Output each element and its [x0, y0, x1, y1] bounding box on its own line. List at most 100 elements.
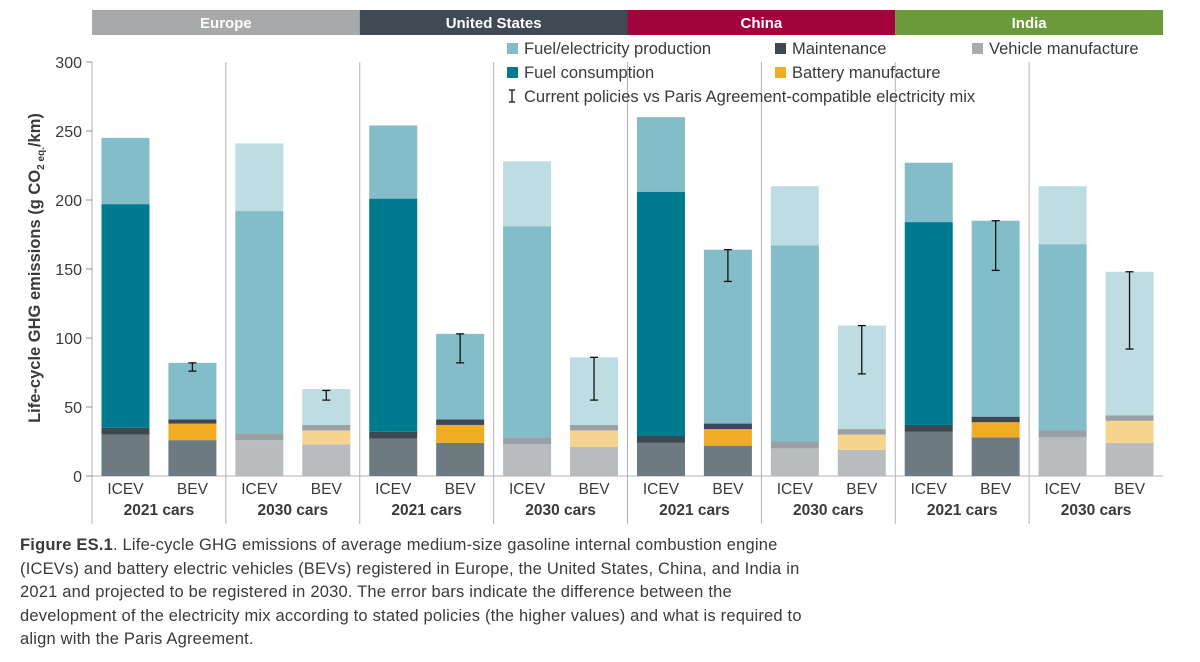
- legend-label-battery-manufacture: Battery manufacture: [792, 64, 941, 82]
- bar-segment-china-2030-bev-vehicle: [837, 449, 886, 476]
- y-axis: 0 50 100 150 200 250 300: [55, 55, 92, 486]
- emissions-chart: Europe United States China India 0 50 100 150 2…: [26, 10, 1163, 524]
- bar-segment-united-states-2030-icev-fuel-consumption: [503, 226, 552, 438]
- bar-segment-india-2021-icev-fuel-production: [904, 162, 953, 223]
- x-category-label: ICEV: [911, 481, 948, 498]
- bar-segment-europe-2021-bev-vehicle: [168, 440, 217, 476]
- legend-swatch-battery-manufacture: [775, 67, 786, 78]
- bar-segment-europe-2021-bev-battery: [168, 423, 217, 441]
- x-group-label: 2021 cars: [391, 502, 462, 519]
- bar-segment-united-states-2021-icev-vehicle: [369, 438, 418, 476]
- legend-swatch-maintenance: [775, 43, 786, 54]
- bar-segment-india-2030-bev-vehicle: [1105, 442, 1154, 476]
- bar-segment-europe-2021-icev-fuel-production: [101, 137, 150, 205]
- x-category-label: ICEV: [107, 481, 144, 498]
- bar-segment-europe-2030-icev-maintenance: [235, 433, 284, 441]
- bar-segment-china-2021-icev-maintenance: [636, 435, 685, 443]
- bar-segment-china-2021-bev-maintenance: [703, 423, 752, 430]
- bar-segment-united-states-2030-bev-battery: [570, 430, 619, 448]
- bar-segment-china-2030-bev-battery: [837, 434, 886, 450]
- bar-segment-europe-2030-icev-fuel-production: [235, 143, 284, 212]
- x-category-label: ICEV: [509, 481, 546, 498]
- bar-segment-united-states-2021-bev-battery: [436, 424, 485, 443]
- legend-label-fuel-electricity-production: Fuel/electricity production: [524, 40, 711, 58]
- bar-segment-india-2021-icev-maintenance: [904, 424, 953, 432]
- region-label-europe: Europe: [200, 15, 252, 32]
- y-tick-label: 200: [55, 193, 82, 210]
- legend-label-maintenance: Maintenance: [792, 40, 886, 58]
- x-category-label: BEV: [177, 481, 209, 498]
- y-tick-label: 150: [55, 262, 82, 279]
- region-label-china: China: [741, 15, 783, 32]
- bar-segment-india-2021-icev-vehicle: [904, 431, 953, 476]
- legend-label-fuel-consumption: Fuel consumption: [524, 64, 654, 82]
- region-band-india: [895, 10, 1163, 35]
- bar-segment-india-2030-icev-vehicle: [1038, 437, 1087, 476]
- y-axis-label: Life-cycle GHG emissions (g CO2 eq./km): [26, 113, 47, 423]
- bar-segment-china-2030-icev-fuel-production: [770, 186, 819, 246]
- y-tick-label: 250: [55, 124, 82, 141]
- x-group-label: 2030 cars: [793, 502, 864, 519]
- chart-legend: Fuel/electricity production Maintenance Ve…: [507, 40, 1139, 106]
- bar-segment-europe-2021-bev-maintenance: [168, 419, 217, 424]
- region-header-bands: Europe United States China India: [92, 10, 1163, 35]
- bar-segment-india-2021-bev-maintenance: [971, 416, 1020, 423]
- x-group-label: 2030 cars: [1061, 502, 1132, 519]
- bar-segment-china-2021-icev-vehicle: [636, 442, 685, 476]
- bar-segment-india-2030-bev-maintenance: [1105, 415, 1154, 421]
- x-group-label: 2021 cars: [927, 502, 998, 519]
- bar-segment-united-states-2021-bev-maintenance: [436, 419, 485, 425]
- bar-segment-united-states-2021-bev-vehicle: [436, 442, 485, 476]
- bar-segment-india-2021-icev-fuel-consumption: [904, 222, 953, 425]
- y-tick-label: 300: [55, 55, 82, 72]
- bar-segment-united-states-2021-icev-maintenance: [369, 431, 418, 439]
- x-category-label: ICEV: [643, 481, 680, 498]
- bar-segment-india-2021-bev-battery: [971, 422, 1020, 438]
- bar-segment-europe-2021-icev-maintenance: [101, 427, 150, 435]
- bar-segment-united-states-2030-icev-fuel-production: [503, 161, 552, 227]
- bar-segment-india-2021-bev-vehicle: [971, 437, 1020, 476]
- x-category-label: BEV: [712, 481, 744, 498]
- y-tick-label: 50: [64, 400, 82, 417]
- bar-segment-europe-2021-icev-vehicle: [101, 434, 150, 476]
- bar-segment-united-states-2021-icev-fuel-consumption: [369, 198, 418, 432]
- x-category-label: BEV: [579, 481, 611, 498]
- bar-segment-china-2021-bev-vehicle: [703, 445, 752, 476]
- x-category-label: BEV: [980, 481, 1012, 498]
- region-band-china: [627, 10, 896, 35]
- y-axis-label-tail: /km): [26, 113, 44, 147]
- y-axis-label-sub: 2 eq.: [36, 147, 47, 170]
- bar-segment-united-states-2030-bev-vehicle: [570, 447, 619, 476]
- bar-segment-europe-2021-icev-fuel-consumption: [101, 204, 150, 428]
- region-band-united-states: [359, 10, 628, 35]
- region-band-europe: [92, 10, 360, 35]
- legend-swatch-fuel-consumption: [507, 67, 518, 78]
- bar-segment-china-2021-icev-fuel-consumption: [636, 191, 685, 436]
- legend-label-vehicle-manufacture: Vehicle manufacture: [989, 40, 1139, 58]
- y-axis-label-main: Life-cycle GHG emissions (g CO: [26, 170, 44, 423]
- legend-error-label: Current policies vs Paris Agreement-comp…: [524, 88, 976, 106]
- bar-segment-india-2030-icev-fuel-consumption: [1038, 244, 1087, 431]
- bar-segment-china-2021-bev-battery: [703, 429, 752, 446]
- x-category-label: BEV: [445, 481, 477, 498]
- bar-segment-india-2030-icev-fuel-production: [1038, 186, 1087, 245]
- x-group-label: 2021 cars: [124, 502, 195, 519]
- bar-series: [101, 117, 1154, 476]
- x-category-label: BEV: [846, 481, 878, 498]
- bar-segment-china-2021-icev-fuel-production: [636, 117, 685, 192]
- x-category-label: BEV: [1114, 481, 1146, 498]
- x-group-label: 2030 cars: [257, 502, 328, 519]
- x-category-label: ICEV: [241, 481, 278, 498]
- y-tick-label: 100: [55, 331, 82, 348]
- bar-segment-europe-2021-bev-fuel-production: [168, 362, 217, 420]
- figure-caption: Figure ES.1. Life-cycle GHG emissions of…: [20, 534, 820, 652]
- y-tick-label: 0: [73, 469, 82, 486]
- bar-segment-china-2030-bev-maintenance: [837, 429, 886, 435]
- x-group-label: 2021 cars: [659, 502, 730, 519]
- x-category-label: BEV: [311, 481, 343, 498]
- x-axis: ICEV BEV 2021 cars ICEV BEV 2030 cars ICEV BEV 2…: [107, 481, 1145, 519]
- bar-segment-india-2030-icev-maintenance: [1038, 430, 1087, 438]
- bar-segment-india-2030-bev-battery: [1105, 420, 1154, 443]
- bar-segment-united-states-2030-icev-vehicle: [503, 444, 552, 476]
- bar-segment-europe-2030-bev-maintenance: [302, 424, 351, 431]
